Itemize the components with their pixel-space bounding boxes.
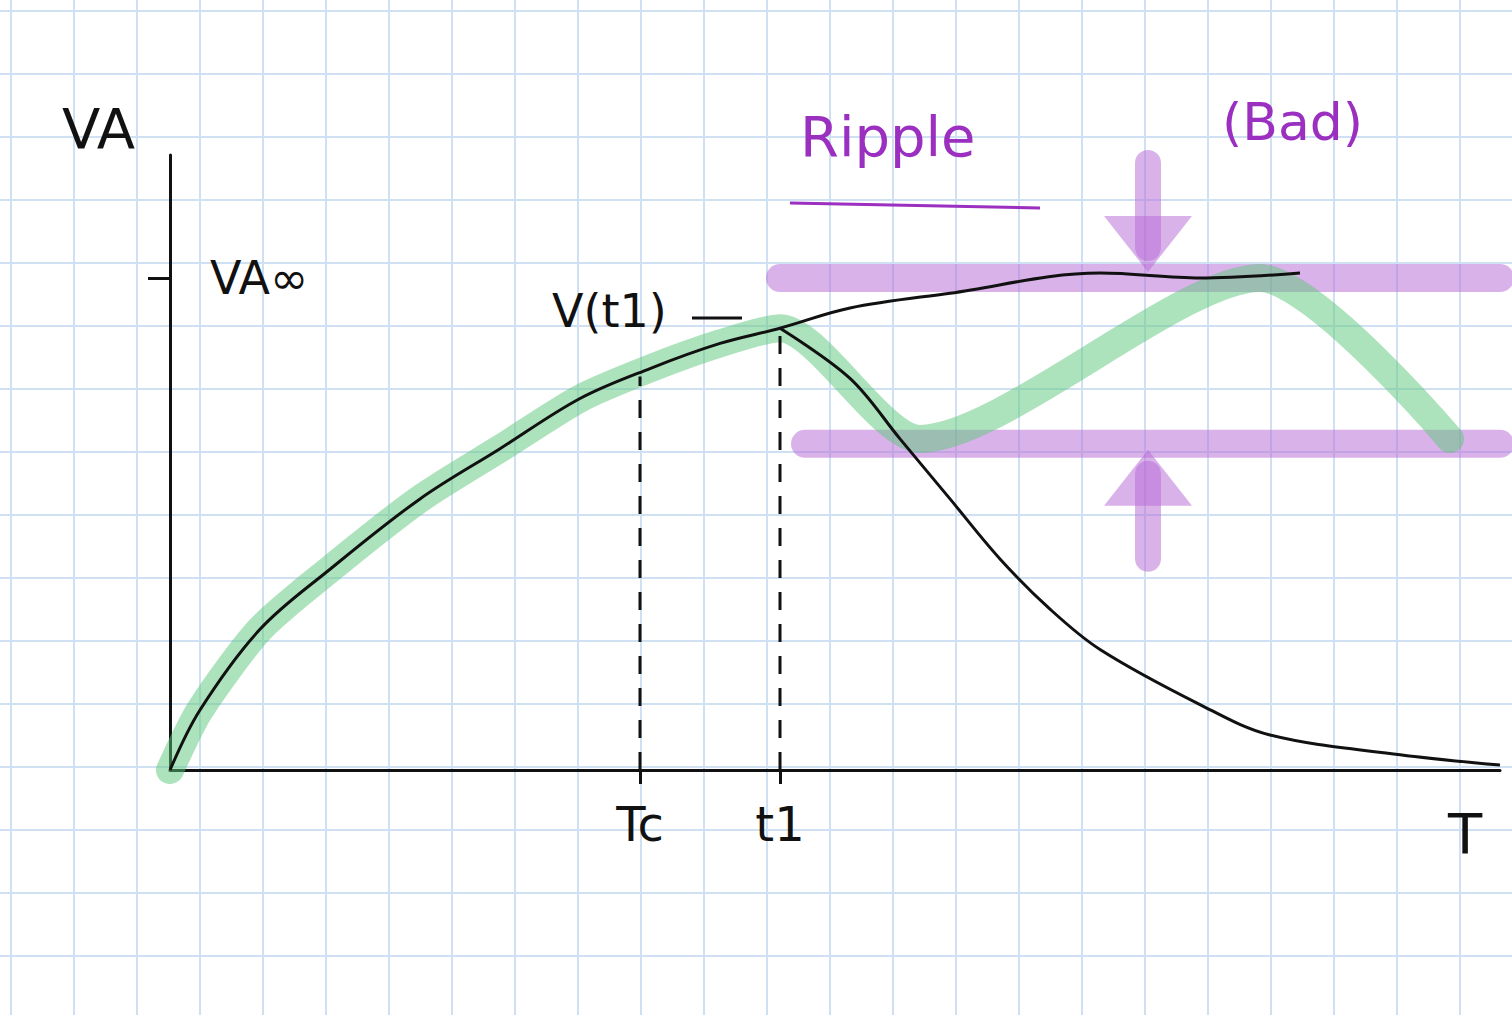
svg-text:t1: t1 <box>755 796 804 852</box>
svg-text:Ripple: Ripple <box>800 104 976 169</box>
svg-text:VA: VA <box>62 96 135 161</box>
svg-text:VA∞: VA∞ <box>210 251 308 305</box>
svg-text:Tc: Tc <box>615 796 664 852</box>
svg-text:V(t1): V(t1) <box>552 284 667 338</box>
svg-text:T: T <box>1447 801 1483 866</box>
svg-text:(Bad): (Bad) <box>1222 92 1363 152</box>
